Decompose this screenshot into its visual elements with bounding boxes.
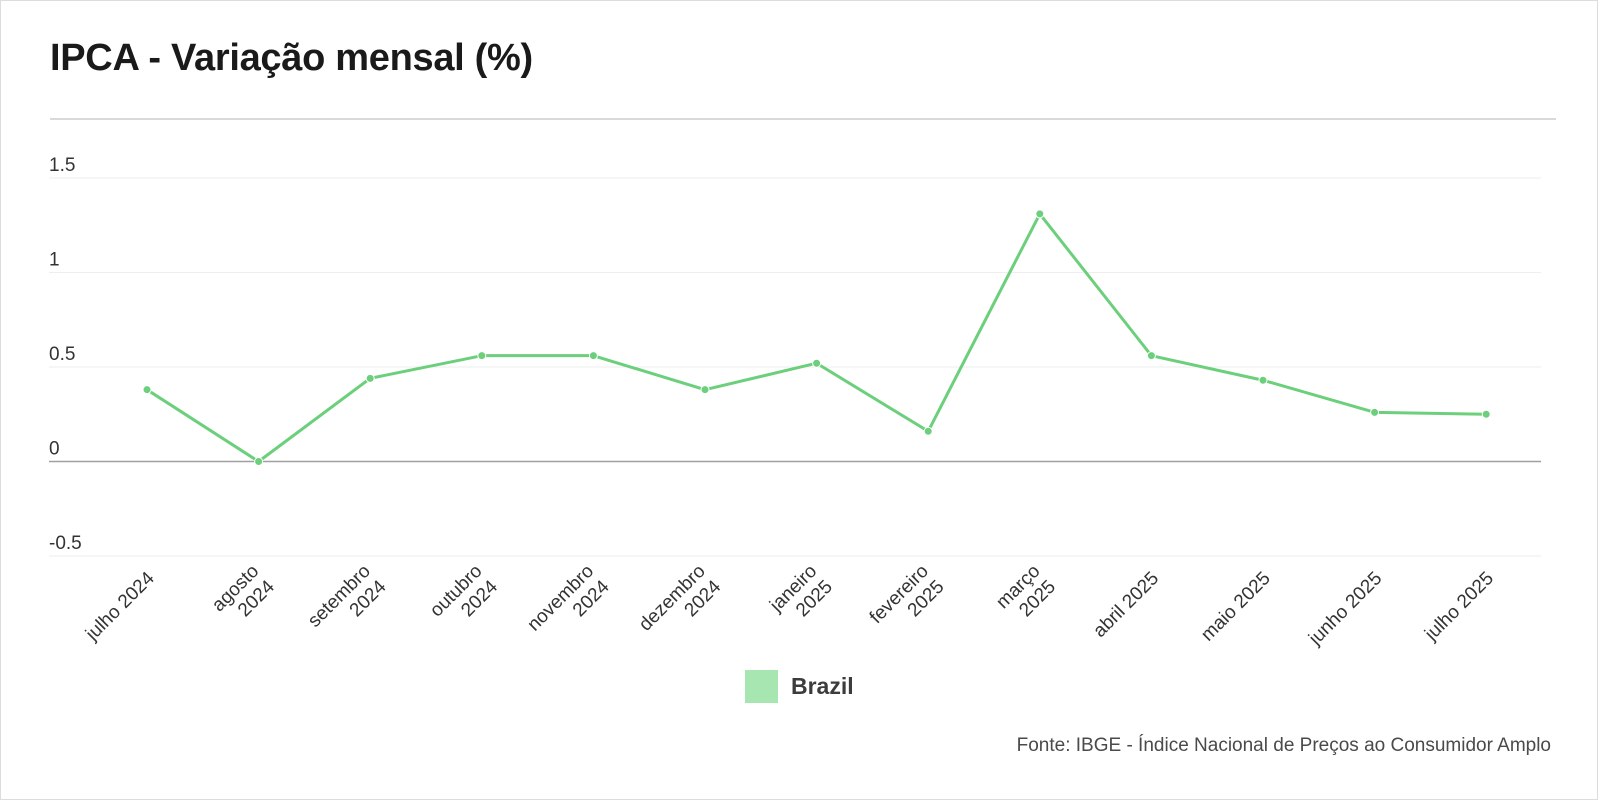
x-tick-label-line: julho 2025: [1420, 568, 1498, 646]
data-point: [477, 351, 487, 361]
x-tick-label: dezembro2024: [635, 561, 725, 651]
x-tick-label: janeiro2025: [765, 561, 836, 632]
x-tick-label: julho 2025: [1420, 568, 1498, 646]
data-point: [365, 373, 375, 383]
x-tick-label-line: julho 2024: [81, 568, 159, 646]
x-tick-label: abril 2025: [1089, 568, 1163, 642]
y-tick-label: 1: [49, 250, 60, 271]
x-tick-label-line: maio 2025: [1197, 568, 1275, 646]
y-tick-label: -0.5: [49, 533, 82, 554]
x-tick-label: novembro2024: [524, 561, 614, 651]
data-point: [1146, 351, 1156, 361]
chart-title: IPCA - Variação mensal (%): [50, 37, 533, 79]
x-tick-label-line: abril 2025: [1089, 568, 1163, 642]
data-point: [1035, 209, 1045, 219]
data-point: [700, 385, 710, 395]
legend-label-brazil: Brazil: [791, 672, 854, 699]
x-tick-label: março2025: [992, 561, 1060, 629]
title-divider: [50, 118, 1556, 120]
data-point: [812, 358, 822, 368]
y-tick-label: 0.5: [49, 344, 75, 365]
data-point: [923, 426, 933, 436]
source-note: Fonte: IBGE - Índice Nacional de Preços …: [1016, 735, 1551, 756]
x-tick-label: maio 2025: [1197, 568, 1275, 646]
x-tick-label: fevereiro2025: [866, 561, 949, 644]
data-point: [1481, 409, 1491, 419]
y-tick-label: 0: [49, 439, 60, 460]
data-point: [1370, 407, 1380, 417]
x-tick-label: agosto2024: [208, 561, 279, 632]
series-line-brazil: [145, 212, 1488, 463]
x-tick-label: setembro2024: [304, 561, 391, 648]
x-tick-label-line: junho 2025: [1304, 568, 1386, 650]
y-tick-label: 1.5: [49, 155, 75, 176]
x-tick-label: junho 2025: [1304, 568, 1386, 650]
data-point: [254, 457, 264, 466]
legend: Brazil: [745, 669, 854, 703]
legend-swatch-brazil: [745, 669, 778, 703]
x-tick-label: julho 2024: [81, 568, 159, 646]
data-point: [1258, 375, 1268, 385]
data-point: [588, 351, 598, 361]
x-tick-label: outubro2024: [426, 561, 502, 637]
data-point: [142, 385, 152, 395]
